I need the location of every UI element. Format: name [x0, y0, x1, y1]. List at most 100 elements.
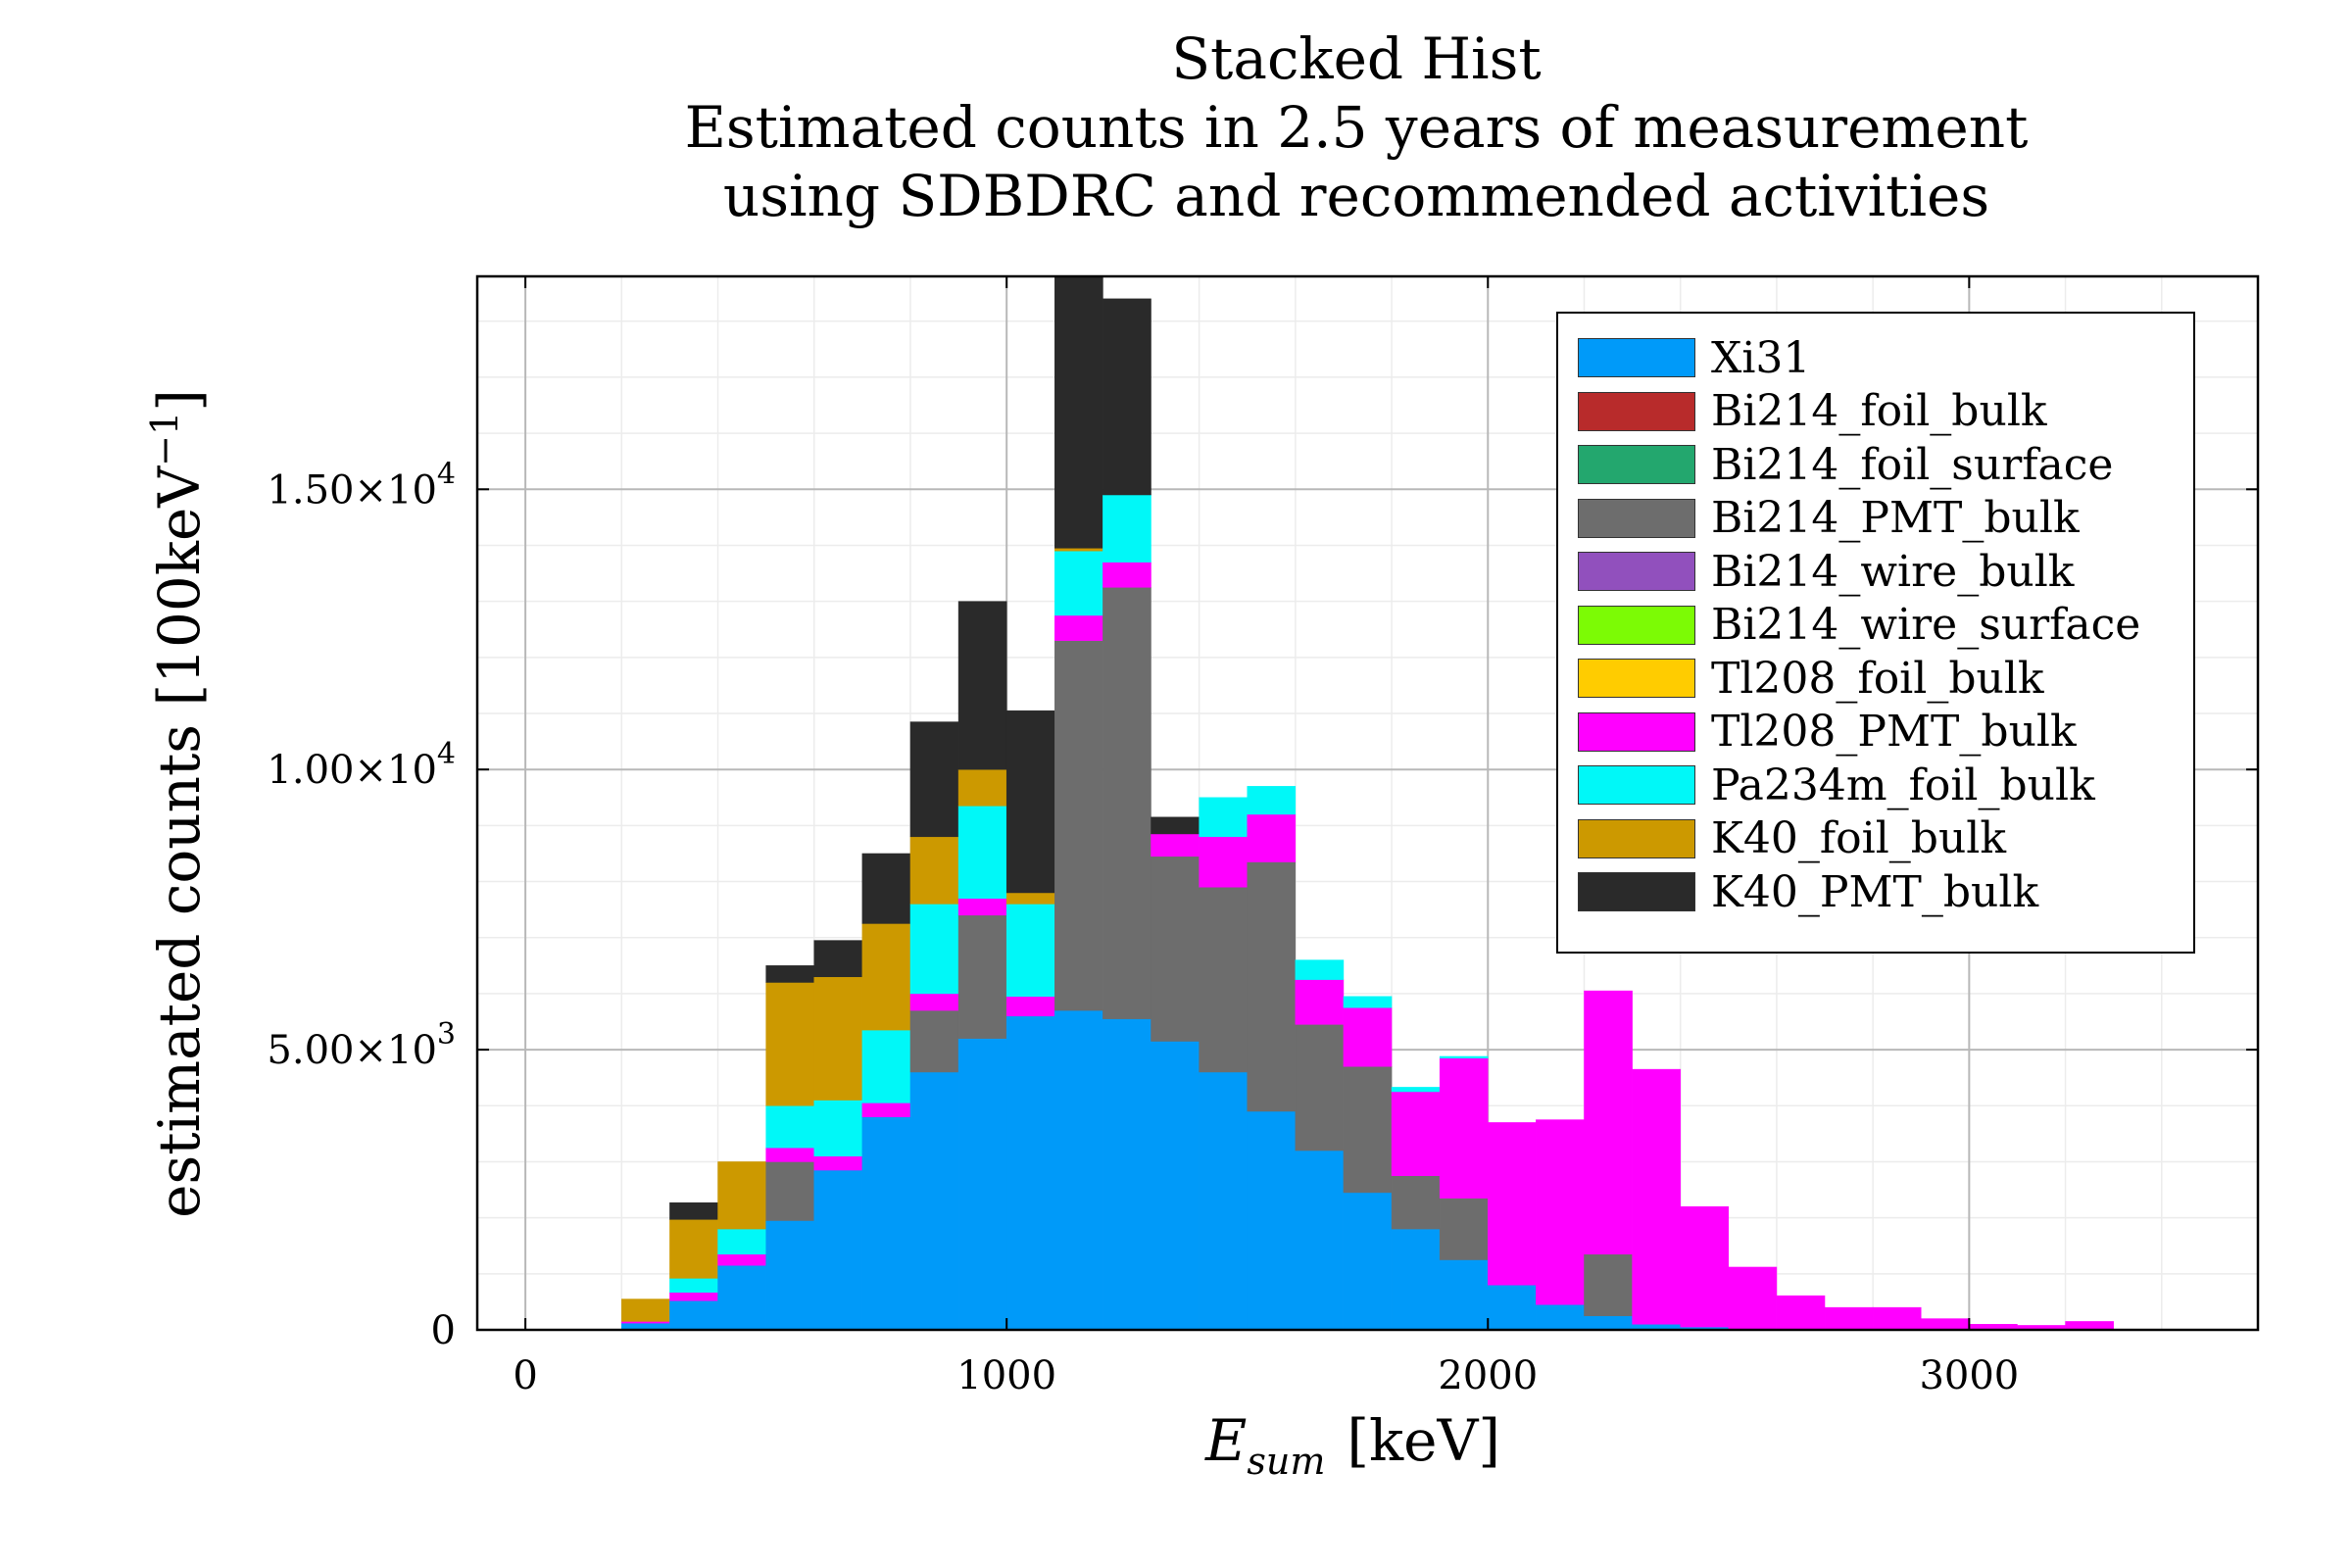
legend-item: Bi214_wire_surface	[1578, 599, 2140, 652]
plot-frame	[475, 274, 2260, 1332]
bar-K40_PMT_bulk	[1005, 710, 1055, 894]
bar-K40_foil_bulk	[621, 1298, 670, 1322]
legend-label: Bi214_wire_bulk	[1711, 546, 2075, 597]
legend-label: K40_PMT_bulk	[1711, 866, 2039, 917]
legend-swatch	[1578, 338, 1695, 377]
y-tick-label: 1.50×104	[267, 457, 456, 513]
bar-Bi214_PMT_bulk	[1439, 1198, 1489, 1260]
bar-Tl208_PMT_bulk	[2065, 1321, 2114, 1331]
y-axis-label-sup: −1	[143, 412, 186, 466]
legend-label: Bi214_foil_surface	[1711, 439, 2114, 490]
bar-Xi31	[765, 1220, 815, 1331]
bar-Xi31	[1584, 1315, 1633, 1331]
bar-K40_foil_bulk	[1054, 548, 1103, 552]
legend-swatch	[1578, 552, 1695, 591]
bar-Xi31	[1488, 1285, 1537, 1331]
bar-K40_foil_bulk	[861, 923, 911, 1031]
y-axis-label: estimated counts [100keV−1]	[143, 389, 213, 1218]
bar-Xi31	[1199, 1071, 1248, 1331]
bar-Pa234m_foil_bulk	[1439, 1055, 1489, 1058]
y-tick-label: 1.00×104	[267, 737, 456, 793]
bar-Pa234m_foil_bulk	[669, 1278, 718, 1293]
bar-K40_foil_bulk	[957, 768, 1007, 807]
bar-Pa234m_foil_bulk	[909, 904, 959, 995]
bar-Xi31	[1536, 1304, 1585, 1331]
bar-Xi31	[861, 1116, 911, 1331]
bar-Bi214_PMT_bulk	[957, 914, 1007, 1039]
legend-item: Tl208_PMT_bulk	[1578, 706, 2077, 759]
axis-ticks	[477, 276, 2258, 1331]
bar-Pa234m_foil_bulk	[1102, 494, 1152, 563]
bar-Bi214_PMT_bulk	[1584, 1253, 1633, 1316]
bar-Pa234m_foil_bulk	[1391, 1087, 1441, 1093]
bar-K40_PMT_bulk	[765, 965, 815, 983]
legend-item: Pa234m_foil_bulk	[1578, 759, 2095, 811]
legend-label: Xi31	[1711, 332, 1811, 383]
title-line-3: using SDBDRC and recommended activities	[722, 163, 1990, 229]
bar-Tl208_PMT_bulk	[621, 1321, 670, 1324]
bar-Tl208_PMT_bulk	[1824, 1306, 1874, 1331]
legend: Xi31 Bi214_foil_bulk Bi214_foil_surface Bi2…	[1556, 312, 2195, 954]
bar-Xi31	[957, 1038, 1007, 1331]
legend-item: Xi31	[1578, 331, 1810, 384]
y-axis-label-close: ]	[146, 389, 213, 412]
bar-Tl208_PMT_bulk	[1632, 1068, 1681, 1325]
bar-K40_foil_bulk	[669, 1219, 718, 1279]
legend-swatch	[1578, 445, 1695, 484]
legend-label: Bi214_foil_bulk	[1711, 386, 2047, 436]
bar-K40_PMT_bulk	[1102, 298, 1152, 496]
legend-label: Tl208_PMT_bulk	[1711, 707, 2077, 757]
y-tick-labels: 0 5.00×103 1.00×104 1.50×104	[267, 457, 456, 1353]
legend-swatch	[1578, 711, 1695, 752]
bar-Tl208_PMT_bulk	[813, 1155, 863, 1171]
x-axis-label-main: E	[1204, 1407, 1247, 1474]
bar-Pa234m_foil_bulk	[765, 1105, 815, 1149]
bar-Tl208_PMT_bulk	[1776, 1295, 1826, 1330]
bar-Xi31	[1343, 1192, 1393, 1331]
bar-Pa234m_foil_bulk	[1247, 786, 1297, 815]
bar-Pa234m_foil_bulk	[1054, 550, 1103, 616]
x-tick-labels: 0 1000 2000 3000	[513, 1353, 2019, 1398]
y-tick-label: 0	[431, 1308, 456, 1353]
bar-Xi31	[717, 1264, 766, 1331]
bar-Bi214_PMT_bulk	[1151, 856, 1200, 1042]
legend-swatch	[1578, 818, 1695, 858]
legend-swatch	[1578, 391, 1695, 431]
legend-label: Bi214_PMT_bulk	[1711, 493, 2080, 543]
bar-Bi214_PMT_bulk	[1391, 1175, 1441, 1230]
bar-Tl208_PMT_bulk	[1054, 614, 1103, 641]
legend-item: Bi214_PMT_bulk	[1578, 492, 2080, 545]
bar-Tl208_PMT_bulk	[957, 898, 1007, 916]
bar-Pa234m_foil_bulk	[1005, 904, 1055, 998]
x-tick-label: 1000	[956, 1353, 1056, 1398]
legend-label: Pa234m_foil_bulk	[1711, 760, 2095, 810]
legend-item: Bi214_foil_bulk	[1578, 385, 2047, 438]
bar-Tl208_PMT_bulk	[1199, 836, 1248, 888]
legend-label: K40_foil_bulk	[1711, 813, 2007, 863]
bar-Tl208_PMT_bulk	[1872, 1306, 1922, 1331]
bar-K40_PMT_bulk	[669, 1201, 718, 1220]
bar-Tl208_PMT_bulk	[717, 1253, 766, 1266]
bar-Tl208_PMT_bulk	[1439, 1057, 1489, 1199]
bar-Xi31	[1005, 1015, 1055, 1331]
bar-K40_PMT_bulk	[957, 601, 1007, 770]
bar-K40_foil_bulk	[813, 976, 863, 1101]
bar-Bi214_PMT_bulk	[1199, 887, 1248, 1073]
bar-Tl208_PMT_bulk	[1680, 1205, 1730, 1328]
x-axis-label-sub: sum	[1247, 1440, 1325, 1483]
legend-item: Bi214_wire_bulk	[1578, 545, 2074, 598]
bar-Pa234m_foil_bulk	[1199, 797, 1248, 838]
x-axis-label-unit: [keV]	[1347, 1407, 1500, 1474]
bar-Pa234m_foil_bulk	[1295, 959, 1345, 980]
bar-Xi31	[1295, 1150, 1345, 1331]
bar-Tl208_PMT_bulk	[1728, 1266, 1778, 1330]
title-line-1: Stacked Hist	[1171, 25, 1542, 92]
y-tick-label: 5.00×103	[267, 1017, 456, 1073]
bar-Bi214_PMT_bulk	[1247, 861, 1297, 1112]
bar-Tl208_PMT_bulk	[1488, 1122, 1537, 1286]
bar-Xi31	[669, 1300, 718, 1331]
bars	[621, 275, 2114, 1331]
bar-Tl208_PMT_bulk	[765, 1147, 815, 1162]
bar-Xi31	[1247, 1110, 1297, 1331]
legend-swatch	[1578, 765, 1695, 805]
